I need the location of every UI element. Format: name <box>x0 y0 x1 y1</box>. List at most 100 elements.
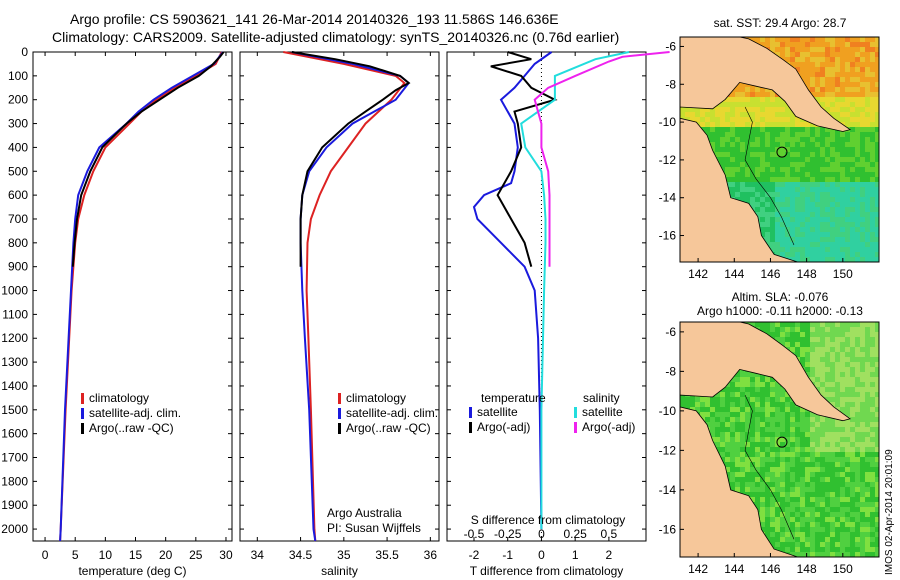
depth-tick-label: 0 <box>21 45 28 59</box>
sla-map-xtick-label: 148 <box>797 562 817 576</box>
legend-swatch <box>338 423 341 434</box>
sla-map-xtick-label: 146 <box>760 562 780 576</box>
depth-tick-label: 1200 <box>1 331 28 345</box>
legend-label: satellite-adj. clim. <box>89 406 181 420</box>
temperature-profile-xlabel: temperature (deg C) <box>78 564 186 578</box>
sst-map-ytick-label: -6 <box>665 39 676 53</box>
legend-label: Argo(..raw -QC) <box>89 421 174 435</box>
sla-map-contour <box>744 394 795 540</box>
diff-s-tick-label: 0 <box>538 527 545 541</box>
temperature-profile-xtick-label: 30 <box>219 548 233 562</box>
depth-tick-label: 1800 <box>1 474 28 488</box>
salinity-profile-series-argo-raw-qc- <box>291 51 411 267</box>
title-line-1: Argo profile: CS 5903621_141 26-Mar-2014… <box>70 11 559 27</box>
imos-timestamp: IMOS 02-Apr-2014 20:01:09 <box>884 449 895 575</box>
depth-tick-label: 600 <box>8 188 28 202</box>
depth-tick-label: 1500 <box>1 403 28 417</box>
sst-map-frame <box>679 36 880 263</box>
sst-map-xtick-label: 146 <box>760 267 780 281</box>
depth-tick-label: 700 <box>8 212 28 226</box>
depth-tick-label: 400 <box>8 140 28 154</box>
temperature-profile-xtick-label: 5 <box>72 548 79 562</box>
difference-profile-xtick-label: -1 <box>502 548 513 562</box>
salinity-profile-xtick-label: 34.5 <box>289 548 313 562</box>
diff-s-tick-label: -0.5 <box>464 527 485 541</box>
difference-profile-series-s-argo-adj- <box>533 51 670 267</box>
sst-map-ytick-label: -12 <box>659 153 677 167</box>
sst-map-ytick-label: -10 <box>659 115 677 129</box>
temperature-profile-xtick-label: 20 <box>159 548 173 562</box>
difference-profile-series-t-satellite <box>472 51 553 530</box>
legend-swatch <box>574 422 577 433</box>
sla-map-subtitle: Argo h1000: -0.11 h2000: -0.13 <box>697 304 863 318</box>
legend-label: Argo(-adj) <box>477 420 530 434</box>
difference-profile-xtick-label: 1 <box>572 548 579 562</box>
salinity-profile-frame <box>239 51 440 542</box>
legend-swatch <box>338 408 341 419</box>
sst-map-xtick-label: 150 <box>833 267 853 281</box>
legend-swatch <box>338 393 341 404</box>
temperature-profile-xtick-label: 15 <box>129 548 143 562</box>
legend-label: Argo(..raw -QC) <box>346 421 431 435</box>
temperature-profile-series-satellite-adj-clim- <box>59 51 224 542</box>
sst-map-xtick-label: 148 <box>797 267 817 281</box>
legend-label: satellite-adj. clim. <box>346 406 438 420</box>
temperature-profile-frame <box>32 51 233 542</box>
salinity-profile-series-climatology <box>283 51 406 542</box>
legend-swatch <box>81 423 84 434</box>
depth-tick-label: 1900 <box>1 498 28 512</box>
sla-map-coastline <box>679 321 880 558</box>
sla-map-frame <box>679 321 880 558</box>
salinity-profile-xtick-label: 36 <box>424 548 438 562</box>
sla-map-xtick-label: 150 <box>833 562 853 576</box>
sst-map-contour <box>744 106 795 246</box>
temperature-profile-xtick-label: 0 <box>42 548 49 562</box>
temperature-profile-series-argo-raw-qc- <box>71 51 225 267</box>
legend-label: climatology <box>346 391 406 405</box>
salinity-profile-xtick-label: 35 <box>337 548 351 562</box>
depth-tick-label: 900 <box>8 260 28 274</box>
salinity-profile-xtick-label: 35.5 <box>375 548 399 562</box>
sla-map-ytick-label: -8 <box>665 364 676 378</box>
sla-map-title: Altim. SLA: -0.076 <box>732 290 829 304</box>
sla-map-xtick-label: 144 <box>724 562 744 576</box>
depth-tick-label: 800 <box>8 236 28 250</box>
temperature-profile-xtick-label: 10 <box>99 548 113 562</box>
depth-tick-label: 300 <box>8 117 28 131</box>
sst-map-group <box>679 36 880 263</box>
sst-map-coastline <box>679 36 880 263</box>
sst-map-title: sat. SST: 29.4 Argo: 28.7 <box>714 16 847 30</box>
credit-line-2: PI: Susan Wijffels <box>327 521 421 535</box>
sst-map-xtick-label: 144 <box>724 267 744 281</box>
depth-tick-label: 1000 <box>1 284 28 298</box>
legend-label: temperature <box>481 391 546 405</box>
legend-label: satellite <box>582 405 623 419</box>
depth-tick-label: 100 <box>8 69 28 83</box>
sla-map-ytick-label: -10 <box>659 404 677 418</box>
diff-s-tick-label: 0.25 <box>563 527 587 541</box>
sst-map-ytick-label: -16 <box>659 229 677 243</box>
depth-tick-label: 1300 <box>1 355 28 369</box>
legend-label: salinity <box>583 391 620 405</box>
legend-label: Argo(-adj) <box>582 420 635 434</box>
sla-map-ytick-label: -12 <box>659 443 677 457</box>
sla-map-group <box>679 321 880 558</box>
sla-map-xtick-label: 142 <box>688 562 708 576</box>
difference-profile-xtick-label: 2 <box>606 548 613 562</box>
sst-map-float-marker <box>776 146 788 158</box>
depth-tick-label: 1600 <box>1 427 28 441</box>
legend-swatch <box>469 407 472 418</box>
depth-tick-label: 1400 <box>1 379 28 393</box>
salinity-profile-xlabel: salinity <box>321 564 358 578</box>
depth-tick-label: 1700 <box>1 451 28 465</box>
diff-top-xlabel: S difference from climatology <box>471 513 626 527</box>
salinity-profile-xtick-label: 34 <box>251 548 265 562</box>
credit-line-1: Argo Australia <box>327 506 402 520</box>
depth-tick-label: 200 <box>8 93 28 107</box>
legend-swatch <box>574 407 577 418</box>
sst-map-xtick-label: 142 <box>688 267 708 281</box>
legend-swatch <box>469 422 472 433</box>
sst-map-ytick-label: -8 <box>665 77 676 91</box>
